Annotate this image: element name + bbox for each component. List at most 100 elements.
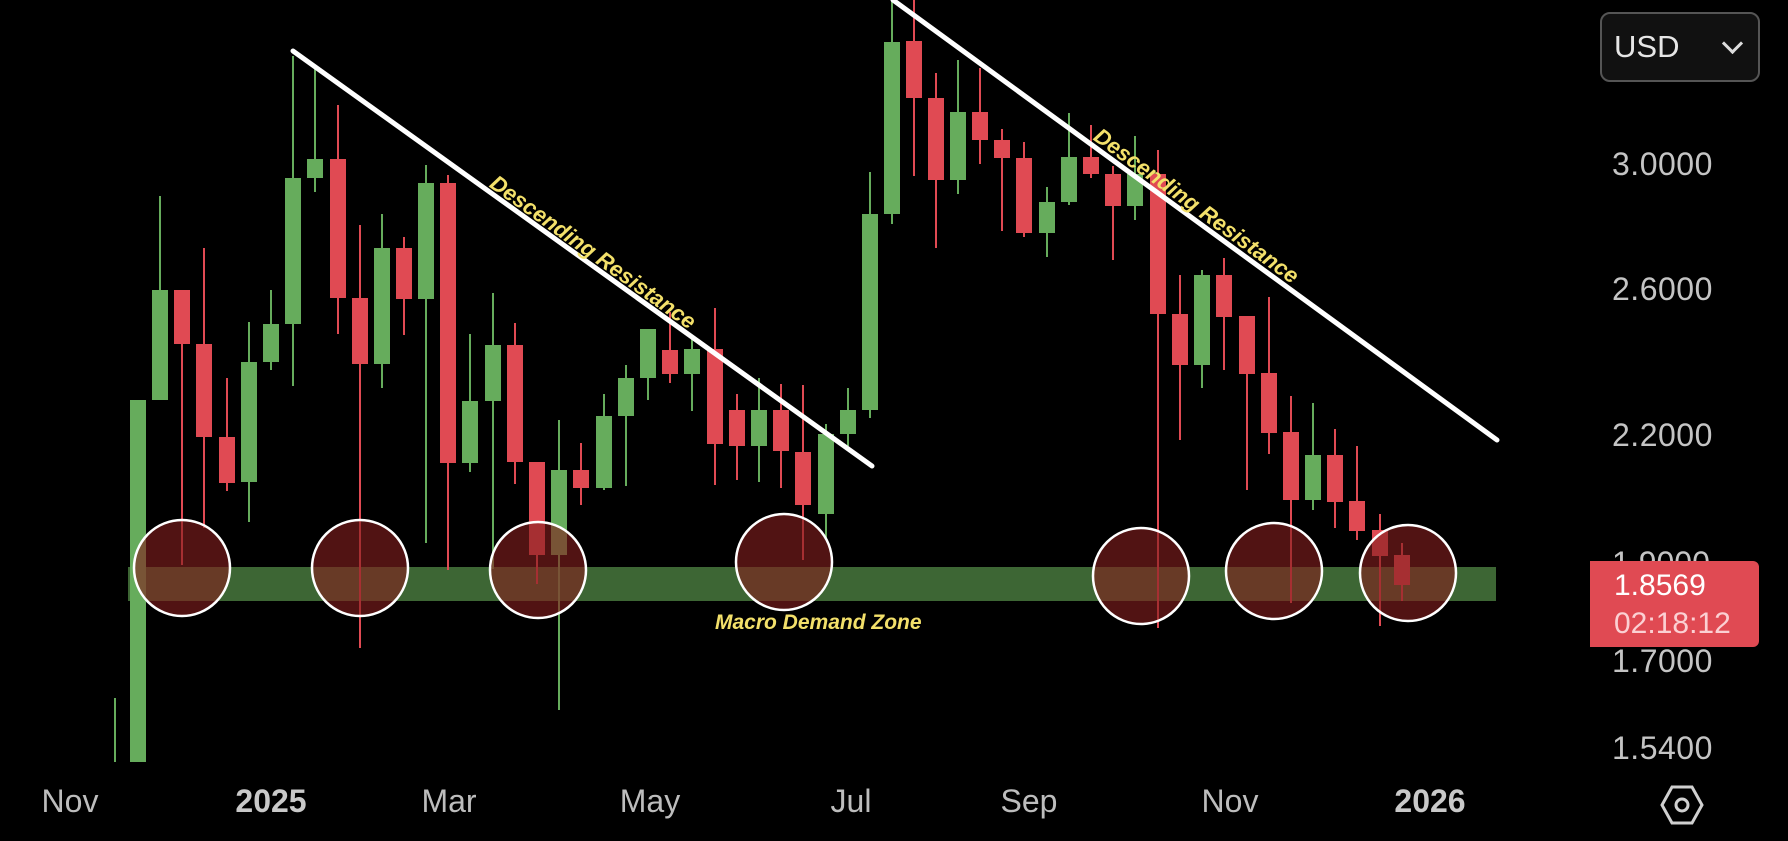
x-axis-label: Nov (1201, 783, 1259, 819)
candle (751, 378, 767, 482)
candle-body (1239, 316, 1255, 374)
candle-body (1305, 455, 1321, 500)
support-touch-circle (132, 518, 232, 618)
candle-body (884, 42, 900, 214)
chart-settings-button[interactable] (1660, 783, 1704, 827)
candle (1105, 166, 1121, 260)
x-axis-label: 2026 (1394, 783, 1466, 819)
candle (330, 105, 346, 334)
y-axis-label: 2.2000 (1612, 417, 1713, 453)
candle-body (174, 290, 190, 344)
x-axis-label: 2025 (235, 783, 307, 819)
candle (573, 443, 589, 505)
y-axis-label: 3.0000 (1612, 146, 1713, 182)
currency-value: USD (1614, 29, 1680, 64)
candle-body (751, 410, 767, 446)
candle (241, 322, 257, 522)
candle-body (330, 159, 346, 298)
candle-body (307, 159, 323, 178)
candle (219, 378, 235, 491)
candle (1194, 270, 1210, 388)
candle (1216, 258, 1232, 370)
candle-body (928, 98, 944, 180)
candle (884, 0, 900, 224)
candle-body (795, 452, 811, 505)
candle-body (352, 298, 368, 364)
candle-body (994, 140, 1010, 158)
candle (729, 394, 745, 480)
candle-body (906, 41, 922, 98)
candle-body (862, 214, 878, 410)
candle-body (196, 344, 212, 437)
support-touch-circle (488, 520, 588, 620)
candle (440, 175, 456, 570)
y-axis-label: 1.7000 (1612, 643, 1713, 679)
candle-body (773, 410, 789, 451)
candle-body (1327, 455, 1343, 502)
candle-body (507, 345, 523, 462)
candle (1083, 125, 1099, 178)
candle-body (1150, 174, 1166, 314)
candle-body (219, 437, 235, 483)
candle-countdown: 02:18:12 (1614, 607, 1731, 640)
candle (507, 323, 523, 484)
currency-selector[interactable]: USD (1600, 12, 1760, 82)
candle (994, 129, 1010, 231)
candle-body (684, 349, 700, 374)
candle-body (1083, 157, 1099, 174)
candle-body (263, 324, 279, 362)
candle-body (1283, 432, 1299, 500)
candle-body (462, 401, 478, 463)
candle-body (374, 248, 390, 364)
candle-body (596, 416, 612, 488)
candle-body (707, 349, 723, 444)
candle-body (640, 329, 656, 378)
candle-body (1194, 275, 1210, 365)
candle (485, 293, 501, 569)
candle (1305, 403, 1321, 510)
candle (1172, 275, 1188, 440)
candle-body (241, 362, 257, 482)
chevron-down-icon (1721, 32, 1744, 54)
x-axis-label: Nov (41, 783, 99, 819)
candle-body (1105, 174, 1121, 206)
candles-layer (114, 0, 1410, 762)
candle-body (972, 112, 988, 140)
candle (618, 365, 634, 486)
candle-body (1172, 314, 1188, 365)
demand-zone-label: Macro Demand Zone (715, 611, 922, 634)
candle-body (418, 183, 434, 299)
candle-body (485, 345, 501, 401)
settings-hexagon-icon (1660, 785, 1704, 825)
y-axis-label: 2.6000 (1612, 271, 1713, 307)
last-price-badge: 1.8569 02:18:12 (1590, 561, 1759, 647)
candle (684, 337, 700, 411)
x-axis-label: Jul (830, 783, 872, 819)
candle-body (1016, 158, 1032, 233)
candle (972, 68, 988, 164)
candle-body (1061, 157, 1077, 202)
candle-body (1216, 275, 1232, 317)
candle-body (618, 378, 634, 416)
candle-body (1349, 501, 1365, 531)
candle-body (662, 350, 678, 374)
support-touch-circle (1358, 523, 1458, 623)
candle-body (818, 434, 834, 514)
candle-body (152, 290, 168, 400)
candle (462, 334, 478, 472)
candle (862, 172, 878, 418)
candle (950, 60, 966, 194)
support-touch-circle (310, 518, 410, 618)
candle-body (573, 470, 589, 488)
candle (285, 56, 301, 386)
candle (596, 394, 612, 490)
candle (396, 237, 412, 335)
candle (1327, 429, 1343, 528)
candle (1239, 316, 1255, 490)
support-touch-circle (734, 512, 834, 612)
support-touch-circle (1091, 526, 1191, 626)
y-axis-label: 1.5400 (1612, 730, 1713, 766)
last-price: 1.8569 (1614, 569, 1706, 602)
x-axis-label: Sep (1000, 783, 1058, 819)
